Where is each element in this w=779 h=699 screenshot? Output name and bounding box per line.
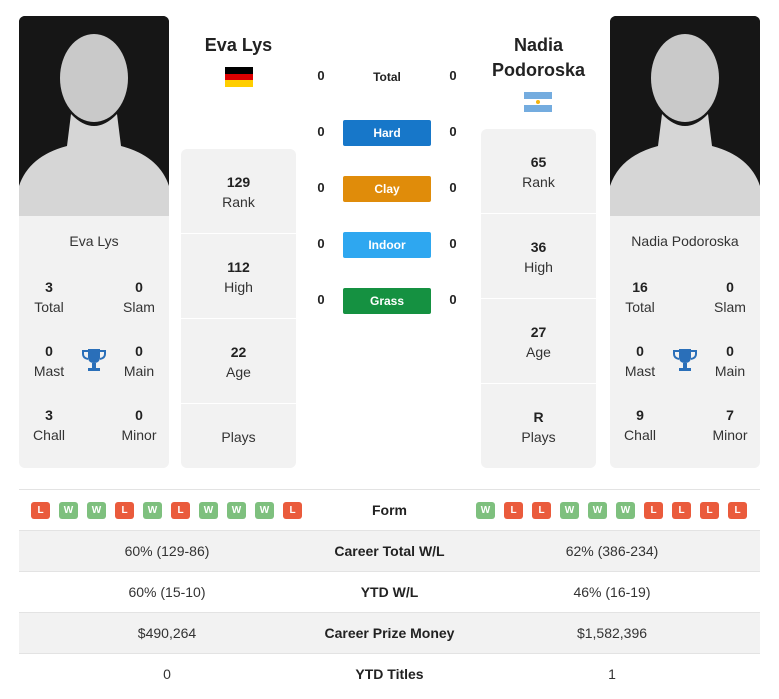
- player2-stats: 65 Rank 36 High 27 Age R Plays: [481, 129, 596, 468]
- h2h-hard-p2: 0: [449, 124, 457, 139]
- row-label: YTD W/L: [360, 584, 419, 600]
- h2h-indoor-p1: 0: [317, 236, 325, 251]
- p2-form-badge-loss[interactable]: L: [672, 502, 691, 519]
- divider: [481, 298, 596, 299]
- p2-form-badge-win[interactable]: W: [588, 502, 607, 519]
- player1-value: $490,264: [137, 625, 197, 641]
- player2-mast: 0 Mast: [624, 343, 656, 379]
- divider: [181, 318, 296, 319]
- row-label: YTD Titles: [355, 666, 424, 682]
- player1-rank: 129 Rank: [222, 174, 255, 210]
- h2h-total-p1: 0: [317, 68, 325, 83]
- p1-form-badge-loss[interactable]: L: [31, 502, 50, 519]
- player1-stats: 129 Rank 112 High 22 Age Plays: [181, 149, 296, 468]
- player1-total: 3 Total: [34, 279, 64, 315]
- trophy-icon: [82, 349, 106, 371]
- divider: [181, 403, 296, 404]
- h2h-total-p2: 0: [449, 68, 457, 83]
- h2h-indoor-p2: 0: [449, 236, 457, 251]
- p1-form-badge-win[interactable]: W: [199, 502, 218, 519]
- argentina-flag-icon: [524, 92, 552, 112]
- player1-minor: 0 Minor: [121, 407, 157, 443]
- p2-form-badge-loss[interactable]: L: [504, 502, 523, 519]
- p1-form-badge-loss[interactable]: L: [283, 502, 302, 519]
- surface-clay-button[interactable]: Clay: [343, 176, 431, 202]
- player1-value: 0: [163, 666, 171, 682]
- h2h-grass-p1: 0: [317, 292, 325, 307]
- p2-form-badge-win[interactable]: W: [616, 502, 635, 519]
- h2h-clay-p1: 0: [317, 180, 325, 195]
- player1-mast: 0 Mast: [33, 343, 65, 379]
- player2-total: 16 Total: [625, 279, 655, 315]
- player2-slam: 0 Slam: [714, 279, 746, 315]
- player1-slam: 0 Slam: [123, 279, 155, 315]
- player2-chall: 9 Chall: [624, 407, 656, 443]
- player2-value: $1,582,396: [576, 625, 648, 641]
- divider: [481, 383, 596, 384]
- p1-form-badge-win[interactable]: W: [143, 502, 162, 519]
- player1-photo: [19, 16, 169, 216]
- player1-plays: Plays: [221, 429, 256, 445]
- player2-value: 62% (386-234): [565, 543, 659, 559]
- player2-plays: R Plays: [521, 409, 556, 445]
- player2-title[interactable]: Nadia Podoroska: [491, 35, 586, 80]
- player2-rank: 65 Rank: [522, 154, 555, 190]
- player2-photo: [610, 16, 760, 216]
- p2-form-badge-loss[interactable]: L: [532, 502, 551, 519]
- player2-card-name[interactable]: Nadia Podoroska: [631, 233, 739, 249]
- p1-form-badge-win[interactable]: W: [59, 502, 78, 519]
- player1-value: 60% (15-10): [128, 584, 206, 600]
- p1-form-badge-loss[interactable]: L: [115, 502, 134, 519]
- divider: [481, 213, 596, 214]
- silhouette-icon: [610, 16, 760, 216]
- table-row: 60% (15-10) YTD W/L 46% (16-19): [19, 571, 760, 612]
- p2-form-badge-loss[interactable]: L: [644, 502, 663, 519]
- silhouette-icon: [19, 16, 169, 216]
- player2-value: 1: [608, 666, 616, 682]
- player1-title[interactable]: Eva Lys: [204, 35, 273, 55]
- divider: [181, 233, 296, 234]
- table-row: 0 YTD Titles 1: [19, 653, 760, 694]
- p1-form-badge-win[interactable]: W: [255, 502, 274, 519]
- player2-high: 36 High: [524, 239, 553, 275]
- form-label: Form: [372, 502, 407, 518]
- row-label: Career Prize Money: [324, 625, 455, 641]
- p1-form-badge-win[interactable]: W: [227, 502, 246, 519]
- player1-chall: 3 Chall: [33, 407, 65, 443]
- table-row: $490,264 Career Prize Money $1,582,396: [19, 612, 760, 653]
- h2h-total-label: Total: [373, 70, 401, 84]
- h2h-hard-p1: 0: [317, 124, 325, 139]
- p2-form-badge-win[interactable]: W: [476, 502, 495, 519]
- player2-main: 0 Main: [714, 343, 746, 379]
- p2-form-badge-loss[interactable]: L: [700, 502, 719, 519]
- player1-high: 112 High: [224, 259, 253, 295]
- germany-flag-icon: [225, 67, 253, 87]
- p1-form-badge-loss[interactable]: L: [171, 502, 190, 519]
- player1-card-name[interactable]: Eva Lys: [69, 233, 119, 249]
- h2h-grass-p2: 0: [449, 292, 457, 307]
- trophy-icon: [673, 349, 697, 371]
- surface-hard-button[interactable]: Hard: [343, 120, 431, 146]
- p2-form-badge-win[interactable]: W: [560, 502, 579, 519]
- player2-minor: 7 Minor: [712, 407, 748, 443]
- row-label: Career Total W/L: [334, 543, 445, 559]
- table-row: 60% (129-86) Career Total W/L 62% (386-2…: [19, 530, 760, 571]
- p1-form-badge-win[interactable]: W: [87, 502, 106, 519]
- surface-indoor-button[interactable]: Indoor: [343, 232, 431, 258]
- surface-grass-button[interactable]: Grass: [343, 288, 431, 314]
- player1-age: 22 Age: [226, 344, 251, 380]
- player2-value: 46% (16-19): [573, 584, 651, 600]
- h2h-clay-p2: 0: [449, 180, 457, 195]
- p2-form-badge-loss[interactable]: L: [728, 502, 747, 519]
- player1-value: 60% (129-86): [124, 543, 210, 559]
- player2-age: 27 Age: [526, 324, 551, 360]
- player1-main: 0 Main: [123, 343, 155, 379]
